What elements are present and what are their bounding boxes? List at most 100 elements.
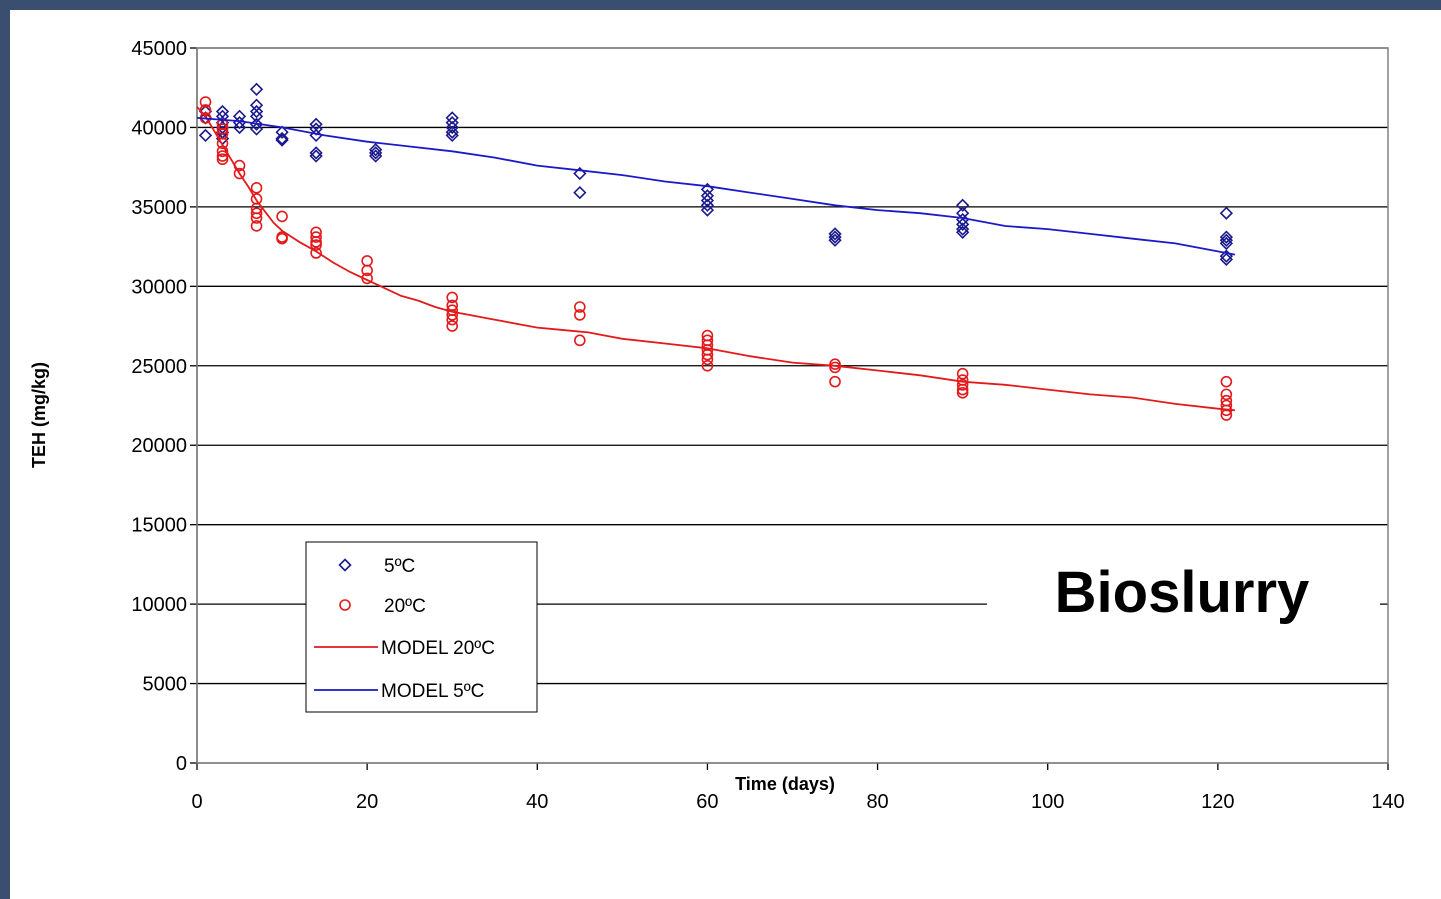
y-tick-label: 45000	[131, 38, 187, 60]
data-point	[700, 193, 715, 208]
series-line	[196, 106, 1235, 412]
x-tick-label: 0	[191, 791, 202, 813]
legend-item-3: MODEL 5ºC	[314, 681, 484, 702]
data-point	[310, 231, 322, 243]
data-point	[445, 120, 459, 135]
legend-label: MODEL 20ºC	[381, 638, 495, 659]
data-point	[1220, 388, 1233, 401]
data-point	[446, 309, 459, 321]
y-tick-label: 40000	[131, 117, 187, 139]
series-3	[196, 117, 1236, 256]
data-point	[574, 301, 586, 313]
data-point	[250, 182, 263, 194]
x-tick-label: 120	[1201, 791, 1234, 813]
data-point	[275, 131, 289, 146]
series-2	[196, 106, 1235, 412]
data-point	[275, 125, 289, 139]
x-tick-label: 60	[696, 791, 718, 813]
y-tick-label: 10000	[131, 594, 187, 616]
data-point	[956, 217, 970, 231]
chart-svg: 0 5000 10000 15000 20000 25000 30000 35000 40000…	[29, 38, 1405, 813]
y-tick-label: 15000	[131, 515, 187, 537]
series-0	[198, 82, 1233, 266]
data-point	[309, 146, 323, 160]
data-point	[701, 353, 714, 366]
data-point	[445, 116, 459, 130]
data-point	[249, 109, 264, 123]
data-point	[701, 359, 714, 372]
data-point	[250, 207, 263, 220]
data-point	[828, 230, 842, 244]
data-point	[369, 143, 383, 157]
data-point	[310, 239, 322, 251]
legend-item-1: 20ºC	[339, 596, 426, 617]
data-point	[1219, 252, 1233, 266]
data-point	[573, 166, 587, 181]
x-axis-title: Time (days)	[735, 774, 835, 794]
data-point	[216, 137, 229, 150]
data-point	[275, 133, 289, 147]
series-line	[196, 117, 1236, 256]
data-point	[216, 150, 229, 162]
x-tick-labels: 0 20 40 60 80 100 120 140	[191, 791, 1404, 813]
data-point	[249, 82, 264, 96]
x-tick-label: 80	[866, 791, 888, 813]
data-point	[700, 189, 715, 203]
data-point	[250, 220, 263, 232]
y-tick-label: 35000	[131, 197, 187, 219]
data-point	[1220, 375, 1233, 388]
data-point	[828, 227, 842, 241]
data-point	[700, 203, 715, 217]
data-point	[701, 348, 714, 361]
data-point	[232, 120, 247, 135]
data-point	[956, 386, 969, 399]
data-point	[956, 367, 969, 380]
data-point	[956, 222, 970, 236]
data-point	[249, 104, 264, 119]
legend-label: MODEL 5ºC	[381, 681, 484, 702]
data-point	[276, 210, 288, 223]
data-point	[956, 198, 970, 212]
legend: 5ºC 20ºC MODEL 20ºC MODEL 5ºC	[305, 541, 538, 713]
data-point	[828, 233, 842, 247]
x-tick-label: 40	[526, 791, 548, 813]
legend-item-0: 5ºC	[338, 556, 415, 577]
data-point	[276, 232, 288, 245]
data-point	[310, 236, 322, 248]
data-point	[249, 122, 264, 136]
series-layer	[196, 82, 1236, 421]
legend-item-2: MODEL 20ºC	[314, 638, 495, 659]
data-point	[446, 313, 459, 326]
data-point	[1219, 230, 1233, 244]
x-tick-label: 20	[356, 791, 378, 813]
x-tick-label: 140	[1371, 791, 1404, 813]
data-point	[309, 149, 323, 163]
chart-frame: 0 5000 10000 15000 20000 25000 30000 35000 40000…	[10, 10, 1441, 899]
data-point	[199, 96, 212, 108]
legend-swatch	[338, 558, 352, 572]
data-point	[446, 291, 459, 304]
data-point	[369, 146, 383, 160]
data-point	[573, 185, 587, 200]
y-axis-title: TEH (mg/kg)	[29, 362, 49, 468]
data-point	[361, 264, 373, 277]
data-point	[446, 320, 459, 332]
legend-label: 5ºC	[384, 556, 415, 577]
data-point	[198, 128, 213, 143]
data-point	[361, 255, 373, 267]
y-tick-labels: 0 5000 10000 15000 20000 25000 30000 35000 40000…	[131, 38, 187, 775]
data-point	[574, 309, 586, 321]
data-point	[574, 334, 586, 347]
data-point	[445, 125, 459, 139]
y-tick-label: 30000	[131, 276, 187, 298]
data-point	[829, 361, 841, 374]
x-tick-label: 100	[1031, 791, 1064, 813]
series-1	[199, 96, 1233, 421]
data-point	[445, 111, 459, 125]
y-tick-label: 0	[176, 753, 187, 775]
data-point	[1219, 233, 1233, 247]
y-tick-label: 5000	[143, 674, 188, 696]
plot-area-border	[196, 47, 1389, 764]
legend-label: 20ºC	[384, 596, 426, 617]
data-point	[829, 375, 841, 388]
